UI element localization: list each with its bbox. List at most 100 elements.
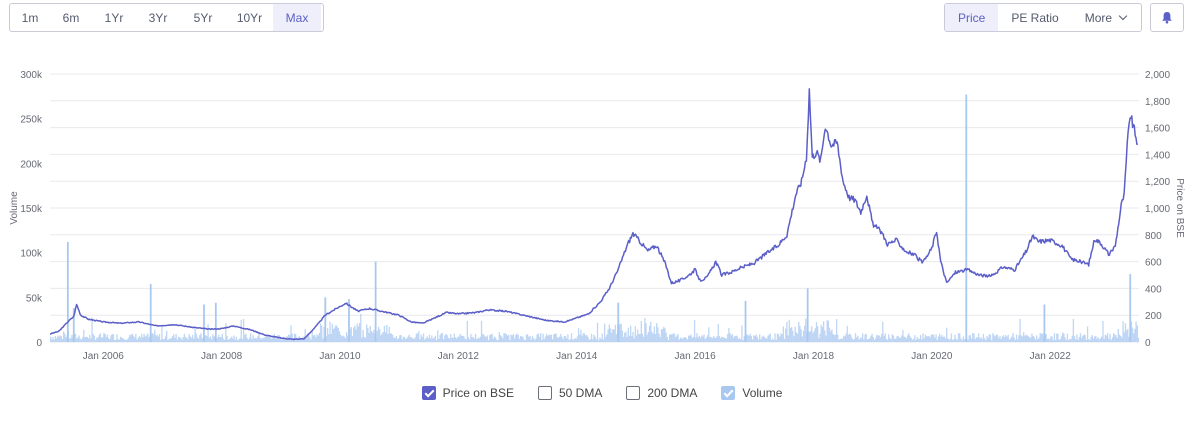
volume-bar xyxy=(933,334,935,342)
volume-bar xyxy=(787,335,789,342)
volume-bar xyxy=(340,334,342,342)
200dma-checkbox[interactable] xyxy=(626,386,641,400)
volume-bar xyxy=(414,337,416,342)
volume-bar xyxy=(876,335,878,342)
volume-bar xyxy=(279,336,281,342)
volume-bar xyxy=(865,333,867,342)
alert-bell-button[interactable] xyxy=(1150,3,1184,32)
volume-bar xyxy=(400,334,402,342)
legend-50dma-toggle[interactable]: 50 DMA xyxy=(537,386,602,400)
volume-bar xyxy=(224,339,226,342)
volume-bar xyxy=(644,318,646,342)
range-button-5yr[interactable]: 5Yr xyxy=(193,10,213,25)
range-button-3yr[interactable]: 3Yr xyxy=(148,10,168,25)
volume-bar xyxy=(698,335,700,342)
volume-bar xyxy=(916,336,918,342)
volume-bar xyxy=(284,337,286,342)
pe-ratio-button[interactable]: PE Ratio xyxy=(1011,10,1059,25)
volume-bar xyxy=(596,322,599,342)
volume-bar xyxy=(800,329,802,342)
price-checkbox[interactable] xyxy=(421,386,436,400)
volume-bar xyxy=(447,337,450,342)
volume-bar xyxy=(186,337,188,342)
volume-bar xyxy=(325,336,328,342)
volume-bar xyxy=(986,335,988,342)
volume-bar xyxy=(192,334,194,342)
range-button-6m[interactable]: 6m xyxy=(62,10,80,25)
volume-bar xyxy=(433,337,435,342)
volume-bar xyxy=(193,338,195,342)
volume-bar xyxy=(1117,328,1119,342)
volume-bar xyxy=(199,335,201,342)
range-button-1m[interactable]: 1m xyxy=(21,10,39,25)
range-button-1yr[interactable]: 1Yr xyxy=(104,10,124,25)
volume-bar xyxy=(272,337,274,342)
50dma-checkbox[interactable] xyxy=(537,386,552,400)
more-dropdown-button[interactable]: More xyxy=(1072,4,1139,31)
volume-bar xyxy=(152,334,155,342)
volume-bar xyxy=(789,327,792,342)
volume-bar xyxy=(910,337,912,342)
volume-bar xyxy=(305,338,307,342)
volume-bar xyxy=(549,334,551,342)
volume-bar xyxy=(182,336,184,342)
volume-bar xyxy=(853,338,856,342)
price-button[interactable]: Price xyxy=(945,4,999,31)
volume-bar xyxy=(740,339,742,342)
volume-bar xyxy=(456,338,458,342)
legend-200dma-toggle[interactable]: 200 DMA xyxy=(626,386,697,400)
volume-bar xyxy=(859,337,861,342)
volume-bar xyxy=(250,333,252,342)
volume-bar xyxy=(773,339,775,342)
volume-bar xyxy=(266,336,268,342)
volume-bar xyxy=(664,328,666,342)
volume-bar xyxy=(173,334,175,342)
volume-bar xyxy=(898,337,901,342)
volume-bar xyxy=(638,333,640,342)
volume-bar xyxy=(353,327,355,342)
volume-bar xyxy=(409,337,412,342)
volume-bar xyxy=(759,334,761,342)
volume-bar xyxy=(1057,333,1059,342)
volume-bar xyxy=(873,339,876,342)
volume-bar xyxy=(963,338,966,342)
volume-bar xyxy=(895,338,897,342)
x-tick-label: Jan 2008 xyxy=(201,351,243,360)
volume-bar xyxy=(542,333,544,342)
volume-bar xyxy=(354,325,356,342)
volume-bar xyxy=(579,334,581,342)
volume-bar xyxy=(207,324,209,342)
volume-bar xyxy=(819,333,821,342)
volume-bar xyxy=(585,335,587,342)
volume-bar xyxy=(453,333,455,342)
volume-bar xyxy=(818,338,820,342)
volume-bar xyxy=(1083,334,1085,342)
volume-bar xyxy=(637,329,639,342)
range-button-10yr[interactable]: 10Yr xyxy=(236,10,263,25)
volume-bar xyxy=(1085,339,1088,342)
volume-bar xyxy=(677,333,679,342)
volume-bar xyxy=(680,338,683,342)
volume-bar xyxy=(734,335,736,342)
volume-bar xyxy=(994,336,996,342)
legend-price-toggle[interactable]: Price on BSE xyxy=(421,386,514,400)
y-tick-label-volume: 250k xyxy=(20,115,43,126)
volume-bar xyxy=(672,333,674,342)
volume-bar xyxy=(227,339,229,342)
volume-bar xyxy=(452,337,454,342)
volume-bar xyxy=(145,335,148,342)
volume-bar xyxy=(551,339,554,342)
volume-bar xyxy=(776,333,779,342)
volume-spike-bar xyxy=(348,299,350,342)
volume-bar xyxy=(754,335,756,342)
volume-spike-bar xyxy=(374,261,377,342)
legend-volume-toggle[interactable]: Volume xyxy=(721,386,782,400)
volume-bar xyxy=(763,337,766,342)
volume-bar xyxy=(1076,334,1078,342)
volume-bar xyxy=(735,336,737,342)
volume-bar xyxy=(229,338,232,342)
volume-checkbox[interactable] xyxy=(721,386,736,400)
range-button-max[interactable]: Max xyxy=(273,4,321,31)
volume-bar xyxy=(1107,333,1109,342)
volume-bar xyxy=(719,338,722,342)
